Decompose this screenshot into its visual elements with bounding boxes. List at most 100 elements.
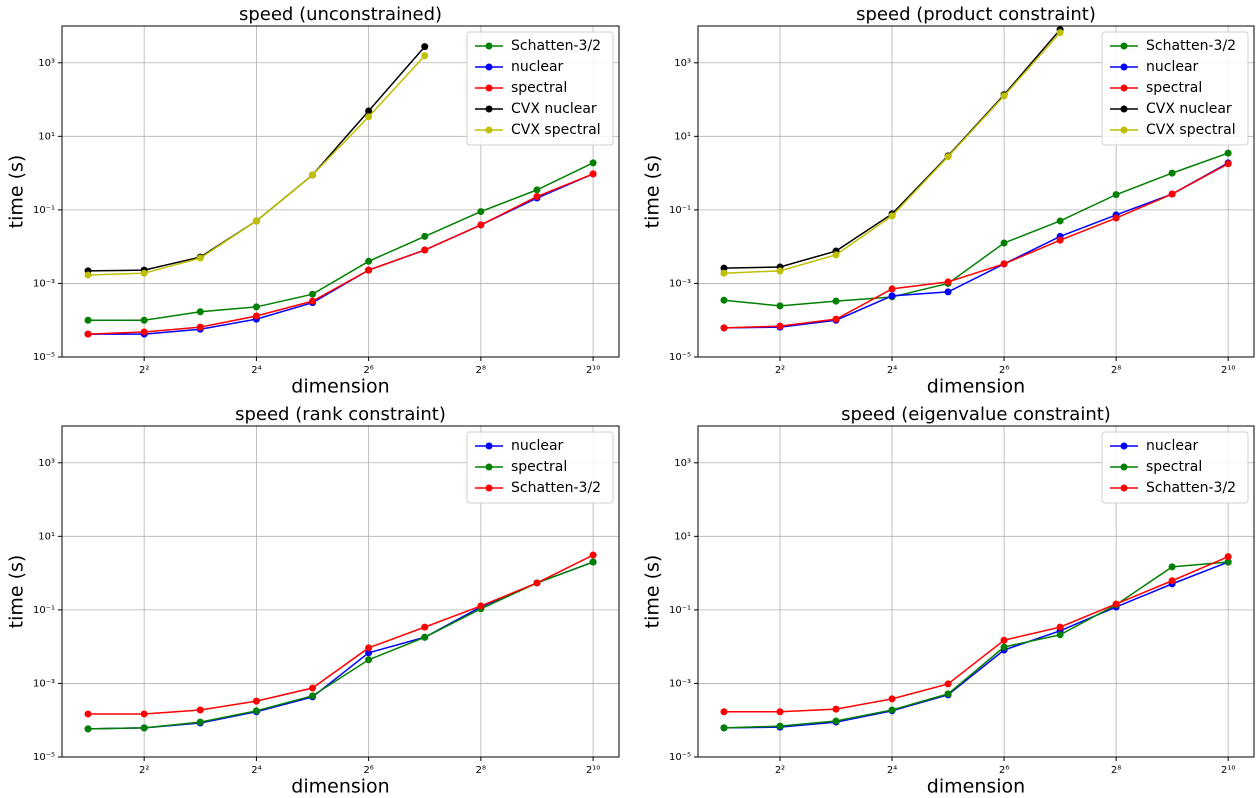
- data-point: [776, 708, 784, 716]
- plot-frame: [697, 25, 1255, 358]
- data-point: [533, 579, 541, 587]
- data-point: [421, 633, 429, 641]
- legend-label: CVX nuclear: [511, 101, 597, 117]
- data-point: [421, 246, 429, 254]
- series-line: [723, 555, 1229, 713]
- data-point: [589, 558, 597, 566]
- chart-title: speed (product constraint): [856, 4, 1096, 25]
- legend-label: spectral: [1146, 459, 1202, 475]
- data-point: [944, 153, 952, 161]
- data-point: [832, 705, 840, 713]
- data-point: [1000, 636, 1008, 644]
- chart-title: speed (unconstrained): [239, 4, 442, 25]
- legend: Schatten-3/2 nuclear spectral CVX nuclear CV…: [1101, 31, 1249, 146]
- data-point: [140, 724, 148, 732]
- legend-label: Schatten-3/2: [511, 38, 601, 54]
- data-point: [832, 315, 840, 323]
- x-axis-label: dimension: [927, 776, 1025, 798]
- legend-label: spectral: [1146, 80, 1202, 96]
- data-point: [888, 695, 896, 703]
- data-point: [196, 308, 204, 316]
- legend-label: nuclear: [1146, 59, 1199, 75]
- plot-frame: [61, 425, 620, 758]
- data-point: [1168, 577, 1176, 585]
- data-point: [252, 303, 260, 311]
- data-point: [140, 316, 148, 324]
- data-point: [888, 292, 896, 300]
- data-point: [421, 623, 429, 631]
- data-point: [365, 649, 373, 657]
- x-tick-label: 2⁶: [999, 365, 1009, 376]
- data-point: [477, 208, 485, 216]
- legend-label: nuclear: [511, 59, 564, 75]
- series-line: [88, 162, 594, 321]
- y-tick-label: 10⁻¹: [669, 205, 691, 216]
- data-point: [309, 171, 317, 179]
- data-point: [140, 269, 148, 277]
- legend-marker: [485, 105, 493, 113]
- data-point: [944, 288, 952, 296]
- x-tick-label: 2⁴: [251, 365, 261, 376]
- data-point: [589, 170, 597, 178]
- x-tick-label: 2¹⁰: [586, 365, 600, 376]
- legend-label: spectral: [511, 459, 567, 475]
- data-point: [720, 296, 728, 304]
- series-line: [723, 561, 1229, 729]
- data-point: [84, 316, 92, 324]
- data-point: [888, 706, 896, 714]
- data-point: [944, 690, 952, 698]
- legend-marker: [485, 63, 493, 71]
- legend-box: [1101, 431, 1249, 504]
- data-point: [365, 257, 373, 265]
- legend-marker: [1120, 42, 1128, 50]
- legend-marker: [1120, 126, 1128, 134]
- data-point: [1112, 214, 1120, 222]
- data-point: [252, 312, 260, 320]
- y-tick-label: 10³: [38, 58, 55, 69]
- data-point: [1000, 239, 1008, 247]
- data-point: [477, 602, 485, 610]
- series-line: [88, 554, 594, 715]
- x-axis-label: dimension: [291, 776, 389, 798]
- data-point: [252, 217, 260, 225]
- data-point: [888, 212, 896, 220]
- x-tick-label: 2⁶: [363, 765, 373, 776]
- data-point: [1000, 643, 1008, 651]
- data-point: [1056, 631, 1064, 639]
- data-point: [1224, 558, 1232, 566]
- series-line: [88, 561, 594, 730]
- data-point: [1000, 260, 1008, 268]
- data-point: [252, 697, 260, 705]
- legend-marker: [485, 126, 493, 134]
- data-point: [720, 708, 728, 716]
- plot-frame: [61, 25, 620, 358]
- series-line: [88, 173, 594, 335]
- data-point: [589, 551, 597, 559]
- y-tick-label: 10⁻⁵: [33, 752, 55, 763]
- subplot: 2² 2⁴ 2⁶ 2⁸ 2¹⁰ 10⁻⁵ 10⁻³ 10⁻¹ 10¹ 10³ speed (unco…: [6, 4, 620, 398]
- data-point: [196, 254, 204, 262]
- data-point: [832, 297, 840, 305]
- series-line: [88, 561, 594, 730]
- data-point: [84, 725, 92, 733]
- y-tick-label: 10⁻³: [669, 278, 691, 289]
- data-point: [832, 251, 840, 259]
- data-point: [720, 269, 728, 277]
- y-tick-label: 10³: [674, 458, 691, 469]
- data-point: [84, 271, 92, 279]
- data-point: [720, 724, 728, 732]
- data-point: [477, 221, 485, 229]
- data-point: [196, 323, 204, 331]
- data-point: [1112, 191, 1120, 199]
- y-tick-label: 10⁻⁵: [669, 752, 691, 763]
- data-point: [421, 43, 429, 51]
- data-point: [365, 107, 373, 115]
- y-tick-label: 10⁻³: [669, 678, 691, 689]
- legend-marker: [1120, 84, 1128, 92]
- series-line: [723, 152, 1229, 307]
- data-point: [776, 267, 784, 275]
- data-point: [832, 717, 840, 725]
- legend-box: [466, 31, 614, 146]
- legend-label: Schatten-3/2: [1146, 480, 1236, 496]
